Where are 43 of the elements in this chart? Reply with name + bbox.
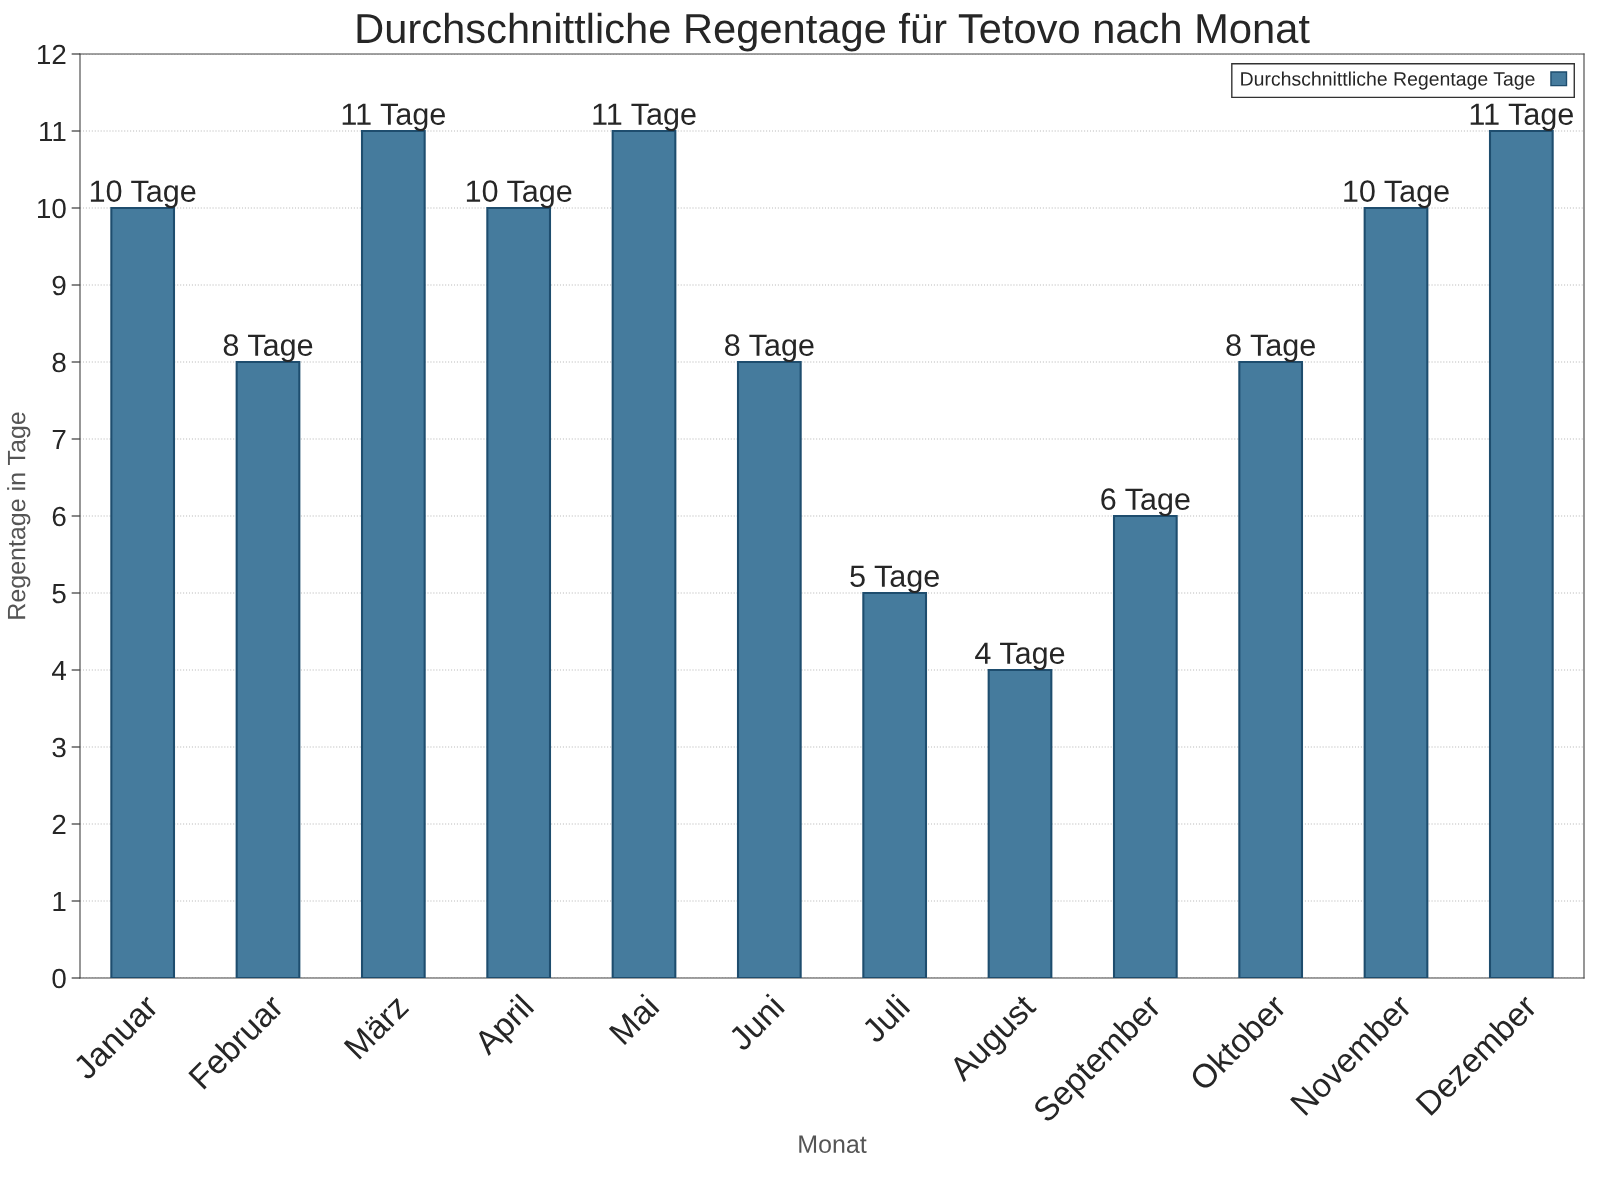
- x-axis-title: Monat: [799, 1135, 867, 1154]
- y-tick-label: 12: [38, 44, 66, 65]
- y-tick-label: 4: [52, 660, 66, 681]
- chart-title: Durchschnittliche Regentage für Tetovo nach Monat: [357, 12, 1310, 52]
- data-label: 11 Tage: [1470, 103, 1573, 131]
- data-label: 5 Tage: [850, 565, 939, 593]
- y-tick-label: 8: [52, 352, 66, 373]
- y-tick-label: 10: [38, 198, 66, 219]
- y-tick-label: 7: [52, 429, 66, 450]
- bar: [1238, 360, 1304, 978]
- y-tick-label: 1: [53, 891, 66, 912]
- bar: [360, 129, 426, 978]
- data-label: 11 Tage: [342, 103, 445, 131]
- data-label: 8 Tage: [725, 334, 814, 362]
- bar: [486, 206, 552, 978]
- y-tick-label: 2: [52, 814, 66, 835]
- y-tick-label: 3: [52, 737, 66, 758]
- bar: [736, 360, 802, 978]
- x-tick-label: Mai: [607, 993, 660, 1046]
- data-label: 8 Tage: [223, 334, 313, 362]
- legend-label: Durchschnittliche Regentage Tage: [1241, 71, 1535, 90]
- bar: [1363, 206, 1429, 978]
- data-label: 10 Tage: [1344, 180, 1449, 208]
- bar: [611, 129, 677, 978]
- data-label: 10 Tage: [90, 180, 196, 208]
- bar: [987, 668, 1053, 978]
- x-tick-label: Juli: [859, 993, 911, 1045]
- bar: [862, 591, 928, 978]
- bar: [1112, 514, 1178, 978]
- bar: [1488, 129, 1554, 978]
- bar: [110, 206, 176, 978]
- y-tick-label: 0: [52, 968, 66, 989]
- y-tick-label: 11: [40, 121, 66, 142]
- data-label: 8 Tage: [1226, 334, 1315, 362]
- data-label: 6 Tage: [1101, 488, 1190, 516]
- bar: [235, 360, 301, 978]
- data-label: 11 Tage: [593, 103, 696, 131]
- y-tick-label: 9: [52, 275, 66, 296]
- y-axis-title: Regentage in Tage: [7, 412, 31, 619]
- y-tick-label: 6: [52, 506, 66, 527]
- y-tick-label: 5: [52, 583, 66, 604]
- data-label: 10 Tage: [466, 180, 572, 208]
- data-label: 4 Tage: [975, 642, 1065, 670]
